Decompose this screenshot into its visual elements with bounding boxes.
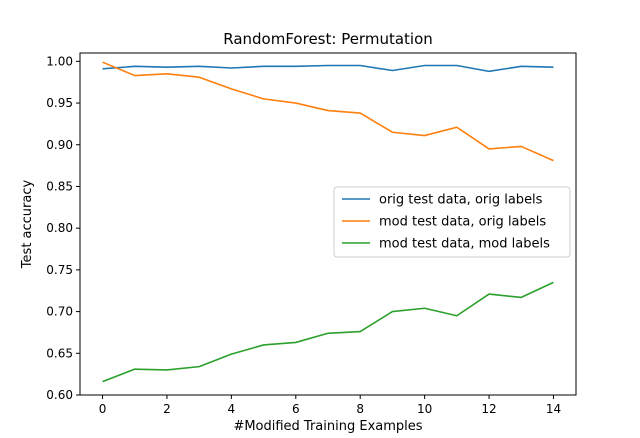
chart-title: RandomForest: Permutation [223, 30, 433, 48]
legend-box [333, 186, 571, 258]
y-tick-label: 0.95 [46, 96, 73, 110]
x-tick-label: 12 [481, 402, 496, 416]
plot-frame [79, 52, 577, 396]
x-axis-label: #Modified Training Examples [233, 419, 422, 434]
series-line-3 [102, 281, 554, 383]
y-tick-label: 0.60 [46, 388, 73, 402]
y-tick-label: 0.90 [46, 138, 73, 152]
x-tick-label: 8 [356, 402, 364, 416]
y-tick-label: 0.75 [46, 263, 73, 277]
x-tick-label: 0 [99, 402, 107, 416]
y-tick-label: 0.70 [46, 305, 73, 319]
series-line-2 [102, 61, 554, 162]
y-tick-label: 1.00 [46, 54, 73, 68]
y-axis: 0.60 0.65 0.70 0.75 0.80 0.85 0.90 0.95 1.00 [46, 54, 80, 402]
legend-entry: mod test data, mod labels [379, 237, 550, 252]
legend: orig test data, orig labels mod test data… [333, 186, 571, 258]
x-tick-label: 6 [292, 402, 300, 416]
series-layer [102, 61, 554, 383]
y-tick-label: 0.80 [46, 221, 73, 235]
y-axis-label: Test accuracy [20, 180, 35, 270]
x-axis: 0 2 4 6 8 10 12 14 [99, 395, 561, 416]
y-tick-label: 0.65 [46, 346, 73, 360]
x-tick-label: 4 [228, 402, 236, 416]
legend-entry: orig test data, orig labels [379, 193, 543, 208]
series-line-1 [102, 64, 554, 73]
x-tick-label: 14 [546, 402, 561, 416]
x-tick-label: 10 [417, 402, 432, 416]
legend-entry: mod test data, orig labels [379, 215, 546, 230]
x-tick-label: 2 [163, 402, 171, 416]
y-tick-label: 0.85 [46, 179, 73, 193]
